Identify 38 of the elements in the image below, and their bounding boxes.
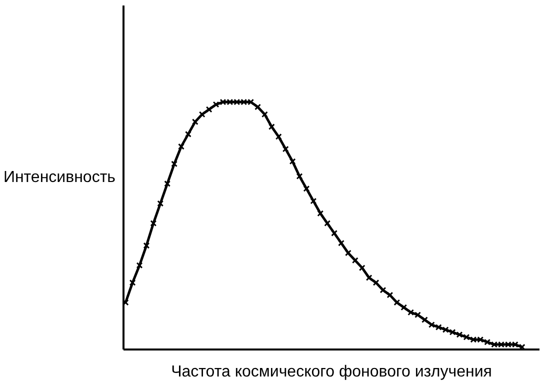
y-axis-title: Интенсивность <box>3 169 116 186</box>
point <box>206 106 212 113</box>
point <box>157 200 164 207</box>
point <box>289 158 296 165</box>
point <box>303 185 310 192</box>
point <box>192 118 198 126</box>
point <box>268 124 275 130</box>
point <box>254 104 261 110</box>
point <box>171 160 178 168</box>
point <box>421 316 428 324</box>
point <box>366 274 372 281</box>
point <box>358 264 366 272</box>
point <box>184 130 192 138</box>
point <box>380 286 386 294</box>
point <box>178 143 184 150</box>
point <box>352 257 358 264</box>
point <box>394 299 400 306</box>
point <box>317 210 324 217</box>
point <box>143 242 150 249</box>
point <box>372 279 380 286</box>
point <box>344 250 352 256</box>
point <box>261 111 268 118</box>
point <box>386 292 394 298</box>
point <box>164 180 171 187</box>
point <box>331 230 338 236</box>
point <box>310 198 317 204</box>
point <box>296 173 303 180</box>
point <box>275 133 282 140</box>
point <box>400 304 408 311</box>
point <box>282 146 289 152</box>
point <box>198 111 206 118</box>
point <box>136 262 143 269</box>
point <box>338 240 344 246</box>
point <box>129 279 136 286</box>
point <box>324 220 331 227</box>
point <box>150 220 157 227</box>
point <box>124 299 129 306</box>
x-axis-title: Частота космического фонового излучения <box>171 364 492 380</box>
